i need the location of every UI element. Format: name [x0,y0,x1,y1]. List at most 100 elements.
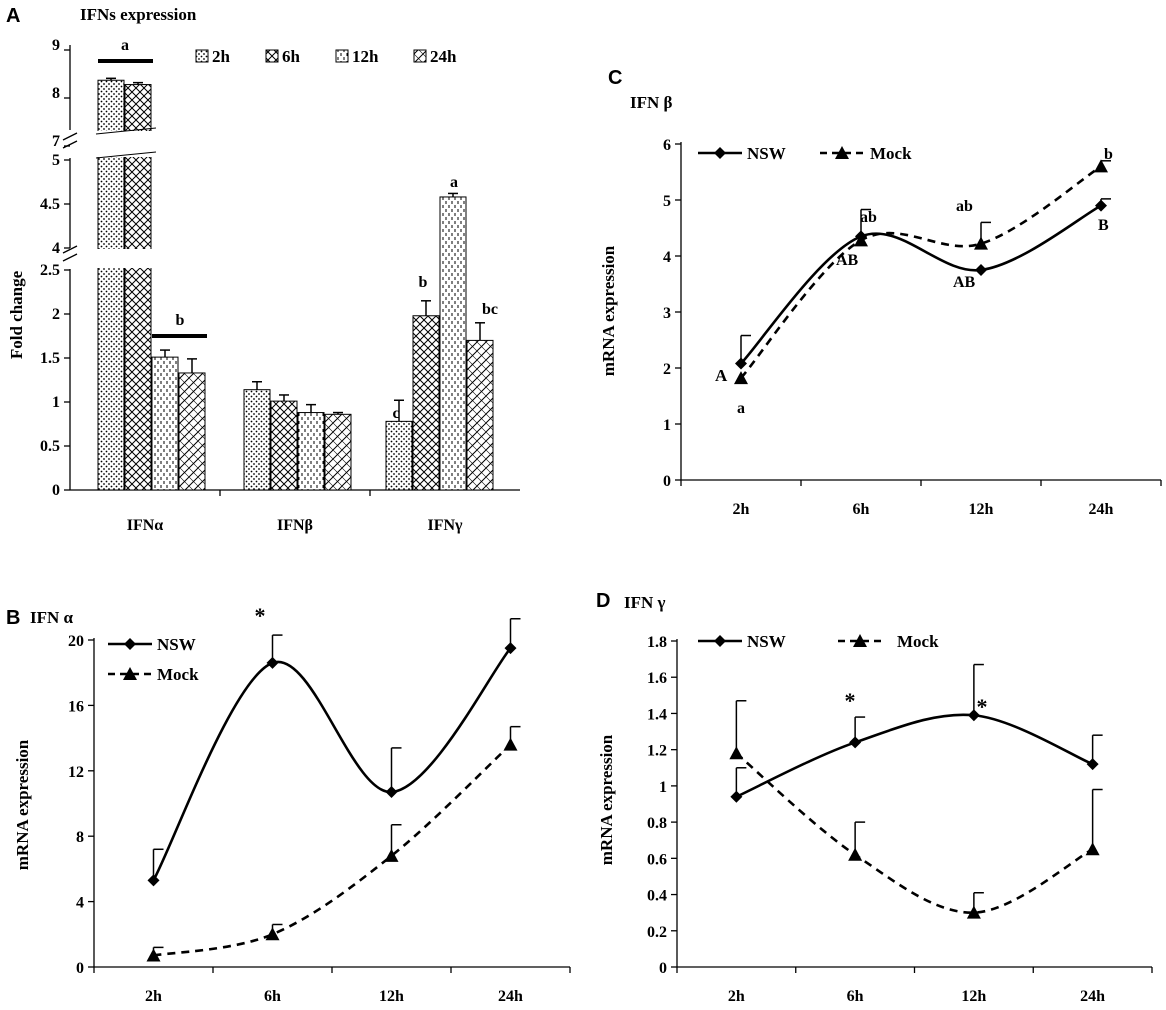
marker-mock [265,927,280,941]
legend-label-mock: Mock [157,665,199,684]
legend-marker-nsw [714,635,726,647]
marker-nsw [735,357,747,370]
ytick-label: 4 [76,895,84,912]
ytick: 1 [52,394,60,411]
xtick-label: 12h [379,988,404,1005]
marker-mock [734,371,748,385]
marker-nsw [730,790,743,803]
bar-break-lower [96,249,156,268]
ytick-label: 1.2 [647,743,667,760]
marker-nsw [967,709,980,722]
ytick-label: 0.2 [647,924,667,941]
bar-2h-2 [385,420,413,491]
legend-swatch-2h [195,49,209,63]
marker-mock [854,233,868,247]
ytick: 0.5 [40,438,60,455]
axis-break-upper [62,132,78,149]
bar-24h-0 [178,372,206,491]
panel-d-legend: NSW Mock [698,632,939,651]
ytick: 2 [52,306,60,323]
panel-d-plot: 0 0.2 0.4 0.6 0.8 1 1.2 1.4 1.6 1.8 2h 6h 12h 24h [647,634,1153,1005]
xtick-label: 12h [961,988,986,1005]
ytick-label: 1.4 [647,706,667,723]
ytick: 5 [52,152,60,169]
panel-a-legend: 2h 6h 12h 24h [195,47,457,66]
significance-star: * [977,694,988,719]
category-label-ifnb: IFNβ [277,517,313,534]
ytick-label: 16 [68,698,84,715]
legend-marker-mock [123,667,137,680]
legend-label-mock: Mock [897,632,939,651]
xtick-label: 24h [1080,988,1105,1005]
xtick-label: 24h [1089,501,1114,518]
legend-swatch-24h [413,49,427,63]
panel-c: C IFN β mRNA expression 0 1 2 3 4 5 6 2h 6h 12h 24… [599,67,1162,518]
panel-letter-b: B [6,607,20,629]
category-label-ifna: IFNα [127,517,164,534]
legend-marker-mock [835,146,849,159]
panel-b: B IFN α mRNA expression 0 4 8 12 16 20 2h 6h 12h… [6,603,571,1005]
xtick-label: 6h [853,501,870,518]
annotation-ab: ab [860,209,877,226]
legend-label-24h: 24h [430,47,457,66]
marker-nsw [849,736,862,749]
ytick: 2.5 [40,262,60,279]
panel-c-title: IFN β [630,93,673,112]
ytick: 4.5 [40,196,60,213]
panel-b-title: IFN α [30,608,74,627]
annotation-AB: AB [953,274,976,291]
annotation-b: b [1104,146,1113,163]
marker-nsw [504,642,517,655]
legend-label-6h: 6h [282,47,301,66]
ytick: 0 [52,482,60,499]
series-line-mock [735,752,1094,914]
panel-d-title: IFN γ [624,593,666,612]
annotation-b: b [419,274,428,291]
annotation-a: a [121,37,129,54]
bar-2h-1 [243,389,271,491]
marker-mock [966,905,981,919]
ytick-label: 0 [663,473,671,490]
ytick-label: 1 [663,417,671,434]
ytick: 4 [52,240,60,257]
annotation-A: A [715,366,728,385]
legend-label-nsw: NSW [157,635,196,654]
annotation-B: B [1098,217,1109,234]
marker-nsw [385,786,398,799]
annotation-a: a [450,174,458,191]
panel-a-title: IFNs expression [80,5,197,24]
panel-b-plot: 0 4 8 12 16 20 2h 6h 12h 24h [68,617,571,1005]
ytick-label: 3 [663,305,671,322]
legend-swatch-12h [335,49,349,63]
panel-letter-a: A [6,5,20,27]
series-line-mock [740,165,1102,379]
category-label-ifng: IFNγ [427,517,463,534]
legend-swatch-6h [265,49,279,63]
bar-break-marks [95,127,157,159]
significance-star: * [845,688,856,713]
panel-b-legend: NSW Mock [108,635,199,684]
ytick-label: 20 [68,633,84,650]
marker-mock [848,847,863,861]
ytick-label: 1.6 [647,670,667,687]
series-line-nsw [152,647,512,881]
annotation-AB: AB [836,252,859,269]
panel-d: D IFN γ mRNA expression 0 0.2 0.4 0.6 0.8 1 1.… [596,590,1153,1005]
legend-marker-nsw [124,638,136,650]
ytick-label: 0.8 [647,815,667,832]
legend-marker-nsw [714,147,726,159]
xtick-label: 2h [145,988,162,1005]
significance-star: * [255,603,266,628]
xtick-label: 12h [969,501,994,518]
ytick: 7 [52,133,60,150]
bar-12h-0 [151,356,179,491]
xtick-label: 2h [733,501,750,518]
ytick-label: 0 [76,960,84,977]
bar-6h-2 [412,315,440,491]
ytick-label: 1.8 [647,634,667,651]
bar-12h-2 [439,196,467,491]
marker-mock [146,948,161,962]
marker-nsw [147,874,160,887]
annotation-b: b [176,312,185,329]
